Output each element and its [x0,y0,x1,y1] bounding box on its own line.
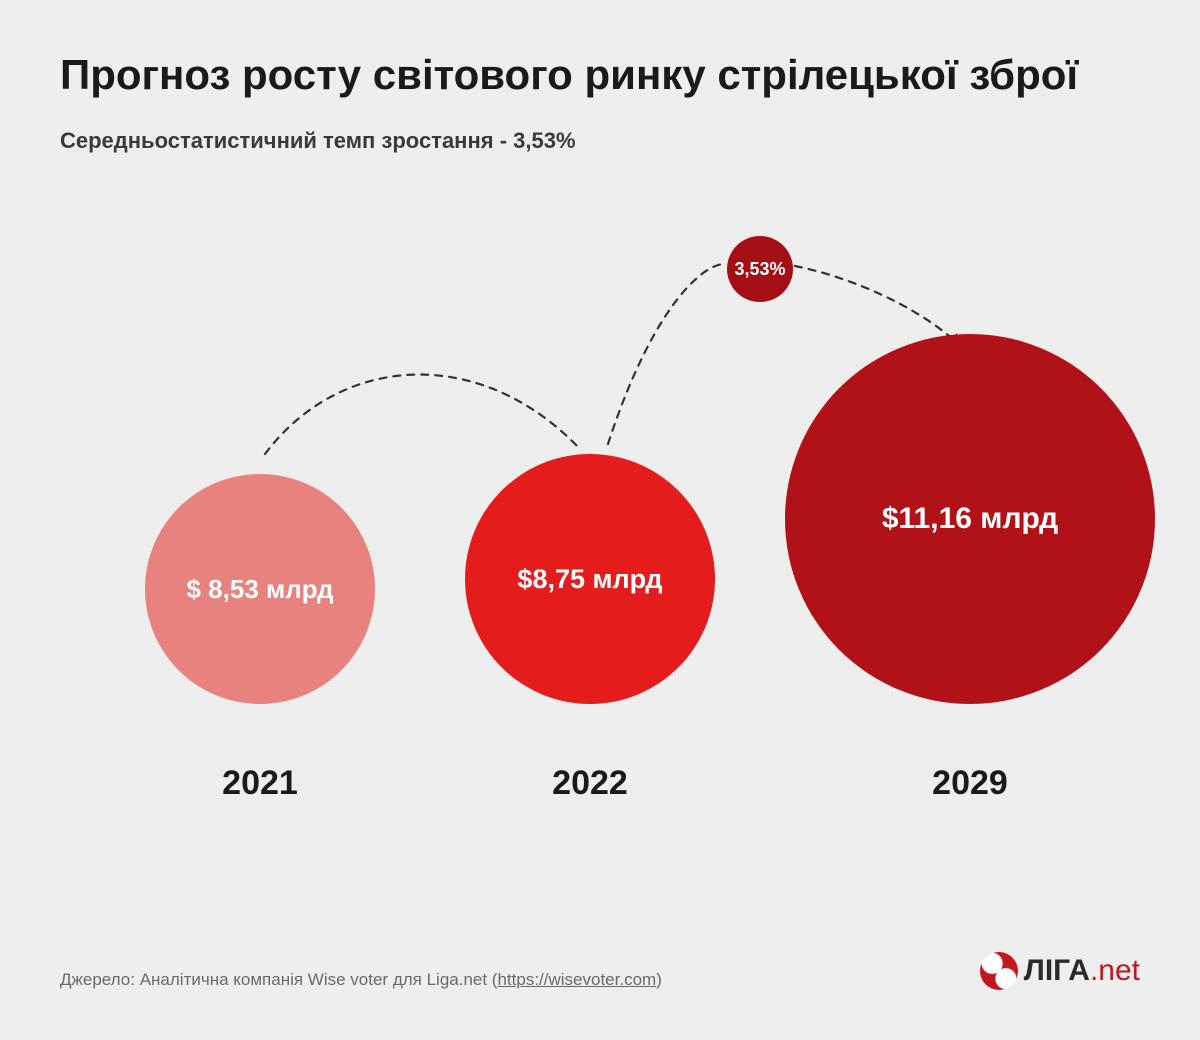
source-url: https://wisevoter.com [497,970,656,989]
logo-mark-icon [980,952,1018,990]
chart-subtitle: Середньостатистичний темп зростання - 3,… [60,128,1140,154]
logo-suffix: .net [1090,954,1140,987]
footer: Джерело: Аналітична компанія Wise voter … [60,952,1140,990]
growth-rate-badge: 3,53% [727,236,793,302]
data-bubble: $8,75 млрд [465,454,715,704]
data-bubble: $ 8,53 млрд [145,474,375,704]
source-suffix: ) [656,970,662,989]
source-prefix: Джерело: Аналітична компанія Wise voter … [60,970,497,989]
data-bubble: $11,16 млрд [785,334,1155,704]
logo-text: ЛIГА.net [1024,954,1140,988]
chart-title: Прогноз росту світового ринку стрілецько… [60,50,1140,100]
year-label: 2021 [222,764,298,803]
logo-main: ЛIГА [1024,954,1090,987]
chart-area: $ 8,53 млрд2021$8,75 млрд2022$11,16 млрд… [60,194,1140,814]
infographic-canvas: Прогноз росту світового ринку стрілецько… [0,0,1200,1040]
year-label: 2022 [552,764,628,803]
brand-logo: ЛIГА.net [980,952,1140,990]
source-citation: Джерело: Аналітична компанія Wise voter … [60,970,662,990]
year-label: 2029 [932,764,1008,803]
